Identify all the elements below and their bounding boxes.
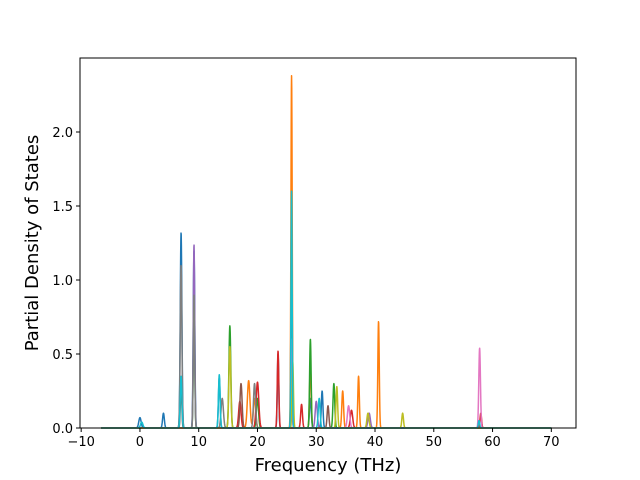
y-axis-ticks: 0.0 0.5 1.0 1.5 2.0 — [52, 126, 80, 437]
y-tick-label: 0.0 — [52, 422, 73, 437]
x-tick-label: 50 — [426, 435, 443, 450]
x-tick-label: 20 — [249, 435, 266, 450]
x-tick-label: 30 — [308, 435, 325, 450]
x-tick-label: 10 — [190, 435, 207, 450]
x-tick-label: −10 — [67, 435, 94, 450]
y-axis-label: Partial Density of States — [22, 135, 43, 352]
y-tick-label: 2.0 — [52, 126, 73, 141]
y-tick-label: 1.0 — [52, 274, 73, 289]
x-tick-label: 70 — [543, 435, 560, 450]
y-tick-label: 0.5 — [52, 348, 73, 363]
x-tick-label: 60 — [484, 435, 501, 450]
plot-frame — [79, 57, 577, 429]
x-tick-label: 0 — [136, 435, 144, 450]
x-tick-label: 40 — [367, 435, 384, 450]
x-axis-ticks: −10 0 10 20 30 40 50 60 70 — [67, 428, 560, 450]
y-tick-label: 1.5 — [52, 200, 73, 215]
x-axis-label: Frequency (THz) — [255, 455, 402, 476]
